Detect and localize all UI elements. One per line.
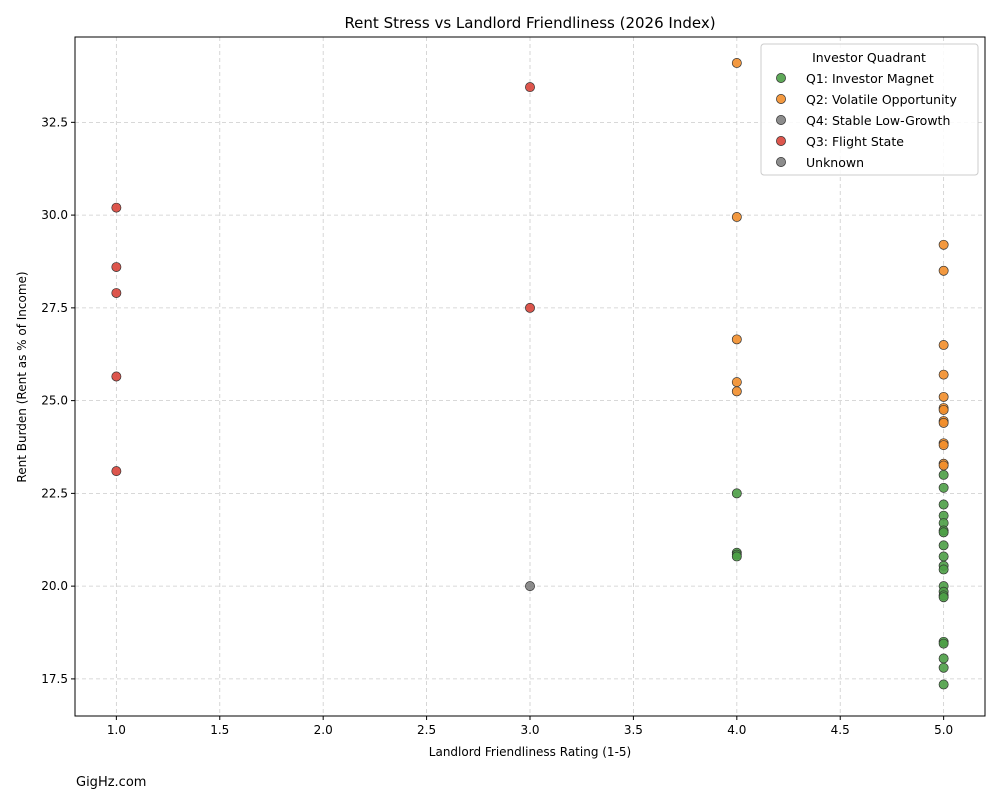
chart-title: Rent Stress vs Landlord Friendliness (20… <box>344 14 715 32</box>
data-point-series-2 <box>938 460 949 471</box>
legend-box <box>760 43 979 176</box>
data-point-series-2 <box>731 377 742 388</box>
x-tick-label: 1.5 <box>210 723 229 737</box>
x-tick-label: 5.0 <box>934 723 953 737</box>
legend-label: Q2: Volatile Opportunity <box>806 92 957 107</box>
legend-title: Investor Quadrant <box>812 50 926 65</box>
data-point-series-1 <box>938 662 949 673</box>
source-credit: GigHz.com <box>76 775 147 790</box>
data-point-series-4 <box>111 202 122 213</box>
x-tick-label: 3.0 <box>520 723 539 737</box>
data-point-series-1 <box>938 482 949 493</box>
x-tick-label: 1.0 <box>107 723 126 737</box>
x-tick-label: 3.5 <box>624 723 643 737</box>
data-point-series-1 <box>938 679 949 690</box>
y-tick-label: 20.0 <box>41 579 68 593</box>
y-axis-ticks: 17.5 20.0 22.5 25.0 27.5 30.0 32.5 <box>41 115 75 686</box>
data-point-series-2 <box>731 58 742 68</box>
y-tick-label: 32.5 <box>41 115 68 129</box>
data-point-series-2 <box>731 386 742 397</box>
data-point-series-2 <box>938 391 949 402</box>
y-tick-label: 27.5 <box>41 301 68 315</box>
x-tick-label: 4.5 <box>831 723 850 737</box>
legend-marker <box>776 73 786 83</box>
x-axis-ticks: 1.0 1.5 2.0 2.5 3.0 3.5 4.0 4.5 5.0 <box>107 716 953 737</box>
data-point-series-1 <box>938 499 949 510</box>
data-point-series-1 <box>938 564 949 575</box>
data-point-series-2 <box>938 440 949 451</box>
data-point-series-1 <box>938 653 949 664</box>
data-point-series-1 <box>731 488 742 499</box>
data-points <box>111 58 949 690</box>
data-point-series-3 <box>525 581 535 592</box>
legend: Investor Quadrant Q1: Investor Magnet Q2:… <box>760 43 979 176</box>
data-point-series-4 <box>525 302 535 313</box>
legend-marker <box>776 94 786 104</box>
data-point-series-4 <box>111 371 122 382</box>
x-tick-label: 2.5 <box>417 723 436 737</box>
data-point-series-2 <box>938 369 949 380</box>
y-tick-label: 25.0 <box>41 394 68 408</box>
data-point-series-1 <box>938 638 949 649</box>
data-point-series-1 <box>938 551 949 562</box>
data-point-series-4 <box>111 466 122 477</box>
data-point-series-4 <box>111 288 122 298</box>
data-point-series-1 <box>938 592 949 603</box>
data-point-series-1 <box>938 527 949 538</box>
legend-label: Unknown <box>806 155 864 170</box>
legend-label: Q3: Flight State <box>806 134 904 149</box>
x-tick-label: 4.0 <box>727 723 746 737</box>
y-tick-label: 22.5 <box>41 486 68 500</box>
data-point-series-2 <box>938 417 949 428</box>
data-point-series-1 <box>938 469 949 480</box>
legend-marker <box>776 157 786 167</box>
data-point-series-4 <box>111 262 122 272</box>
data-point-series-2 <box>938 265 949 276</box>
data-point-series-1 <box>938 540 949 551</box>
data-point-series-4 <box>525 82 535 93</box>
y-tick-label: 17.5 <box>41 672 68 686</box>
data-point-series-2 <box>731 334 742 345</box>
data-point-series-2 <box>938 404 949 415</box>
legend-label: Q4: Stable Low-Growth <box>806 113 950 128</box>
data-point-series-2 <box>731 212 742 222</box>
data-point-series-2 <box>938 239 949 250</box>
data-point-series-2 <box>938 340 949 350</box>
legend-entries: Q1: Investor Magnet Q2: Volatile Opportun… <box>776 71 957 170</box>
legend-marker <box>776 115 786 125</box>
x-tick-label: 2.0 <box>314 723 333 737</box>
data-point-series-1 <box>731 551 742 562</box>
legend-label: Q1: Investor Magnet <box>806 71 934 86</box>
legend-marker <box>776 136 786 146</box>
y-axis-label: Rent Burden (Rent as % of Income) <box>15 271 29 482</box>
y-tick-label: 30.0 <box>41 208 68 222</box>
x-axis-label: Landlord Friendliness Rating (1-5) <box>429 745 631 759</box>
